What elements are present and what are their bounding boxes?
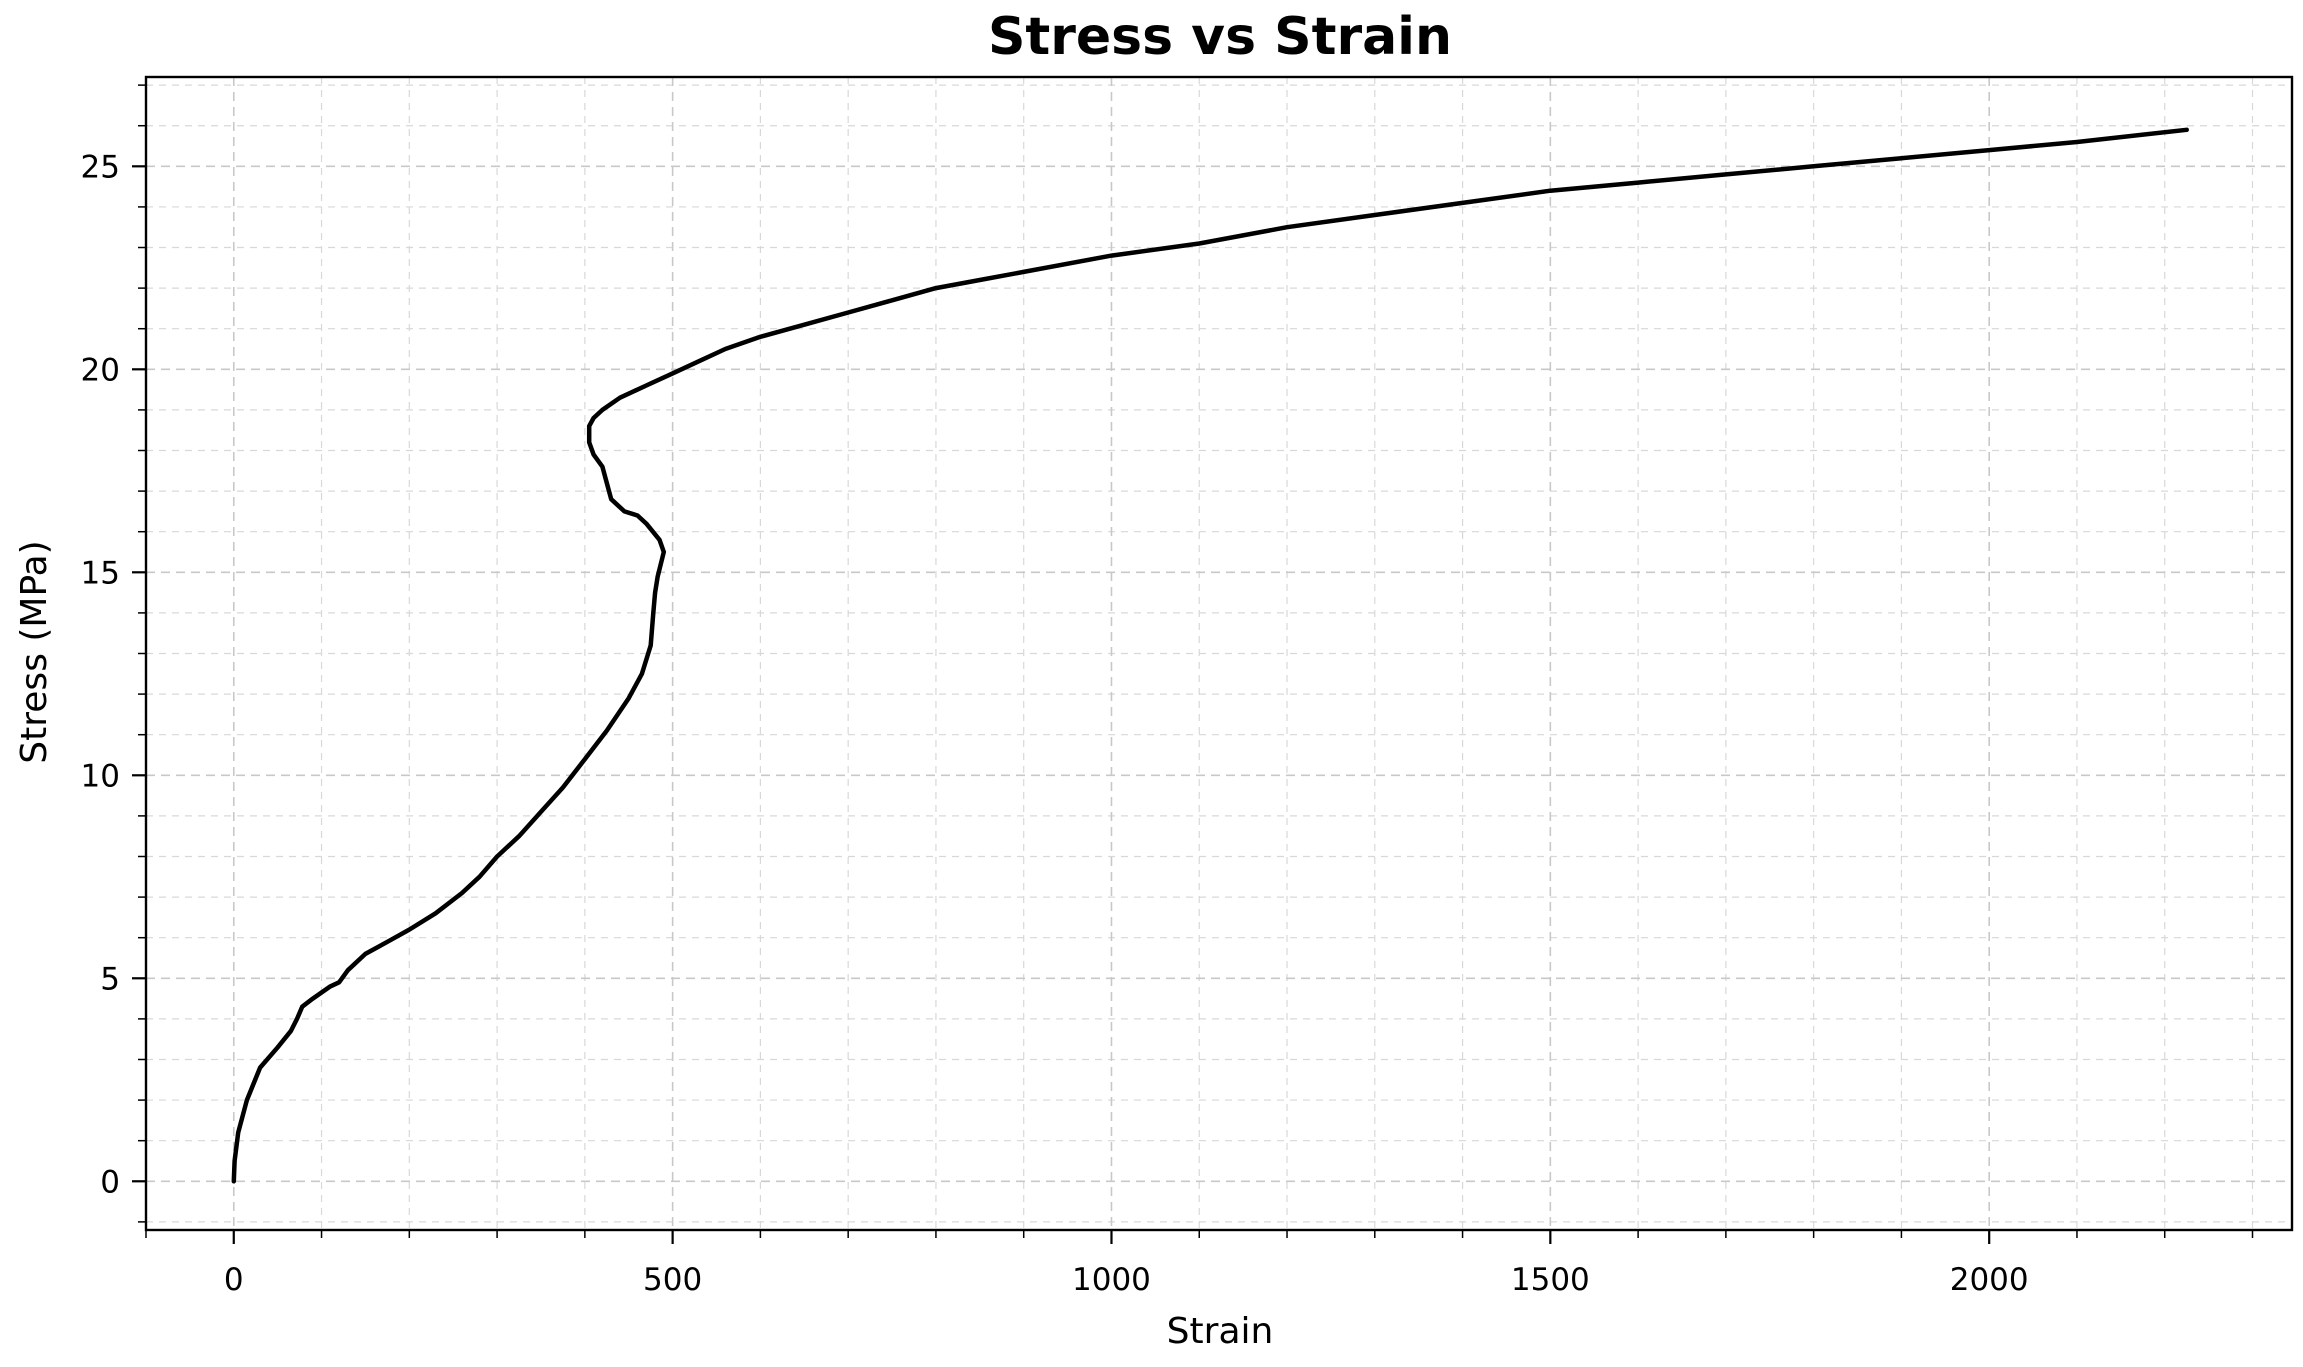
y-tick-label: 20 [81, 352, 120, 388]
plot-area [231, 127, 2189, 1184]
y-axis-tick-labels: 0 5 10 15 20 25 [81, 149, 120, 1200]
x-axis-tick-labels: 0 500 1000 1500 2000 [224, 1262, 2029, 1298]
y-tick-label: 15 [81, 555, 120, 591]
x-tick-label: 500 [643, 1262, 702, 1298]
x-tick-label: 1000 [1072, 1262, 1151, 1298]
minor-gridlines [145, 77, 2292, 1230]
y-axis-ticks [132, 84, 146, 1223]
x-tick-label: 2000 [1950, 1262, 2029, 1298]
chart-title: Stress vs Strain [988, 7, 1452, 67]
x-axis-ticks [145, 1230, 2254, 1244]
stress-strain-curve [231, 127, 2189, 1184]
y-tick-label: 0 [100, 1164, 120, 1200]
y-axis-label: Stress (MPa) [14, 540, 55, 763]
y-tick-label: 25 [81, 149, 120, 185]
y-tick-label: 5 [100, 961, 120, 997]
x-tick-label: 1500 [1511, 1262, 1590, 1298]
x-axis-label: Strain [1167, 1311, 1274, 1352]
major-gridlines [146, 77, 2292, 1230]
y-tick-label: 10 [81, 758, 120, 794]
x-tick-label: 0 [224, 1262, 244, 1298]
